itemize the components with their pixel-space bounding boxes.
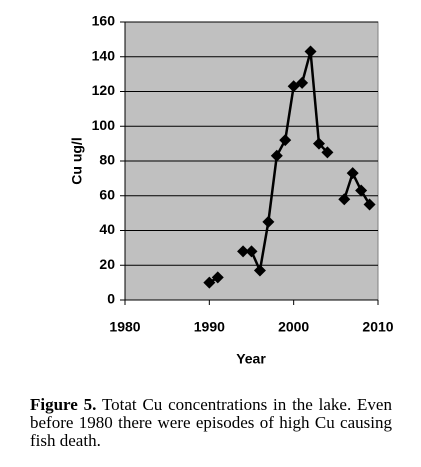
x-tick-label: 2000 bbox=[278, 319, 309, 335]
data-point bbox=[237, 245, 250, 258]
data-point bbox=[245, 245, 258, 258]
chart: Cu ug/l Year 0 20 40 60 80 100 120 140 160 1980 19… bbox=[69, 13, 394, 367]
y-tick-label: 0 bbox=[107, 291, 115, 307]
x-axis-label: Year bbox=[236, 351, 266, 367]
caption-label: Figure 5. bbox=[30, 395, 97, 414]
y-tick-label: 40 bbox=[99, 221, 115, 237]
y-tick-label: 140 bbox=[92, 47, 116, 63]
x-tick-label: 1990 bbox=[194, 319, 225, 335]
data-point bbox=[211, 271, 224, 284]
data-point bbox=[262, 215, 275, 228]
y-tick-label: 100 bbox=[92, 117, 116, 133]
data-point bbox=[338, 193, 351, 206]
data-point bbox=[355, 184, 368, 197]
data-point bbox=[312, 137, 325, 150]
caption-text: Totat Cu concentrations in the lake. Eve… bbox=[30, 395, 392, 450]
y-tick-label: 160 bbox=[92, 13, 116, 29]
y-axis-label: Cu ug/l bbox=[69, 137, 85, 184]
data-point bbox=[296, 76, 309, 89]
data-point bbox=[253, 264, 266, 277]
x-tick-label: 1980 bbox=[109, 319, 140, 335]
data-point bbox=[203, 276, 216, 289]
data-point bbox=[304, 45, 317, 58]
data-point bbox=[321, 146, 334, 159]
y-tick-label: 60 bbox=[99, 186, 115, 202]
y-tick-label: 80 bbox=[99, 152, 115, 168]
y-tick-label: 120 bbox=[92, 82, 116, 98]
caption: Figure 5. Totat Cu concentrations in the… bbox=[30, 396, 392, 450]
data-point bbox=[346, 167, 359, 180]
y-tick-label: 20 bbox=[99, 256, 115, 272]
x-tick-label: 2010 bbox=[362, 319, 393, 335]
data-point bbox=[270, 149, 283, 162]
data-point bbox=[279, 134, 292, 147]
data-point bbox=[363, 198, 376, 211]
